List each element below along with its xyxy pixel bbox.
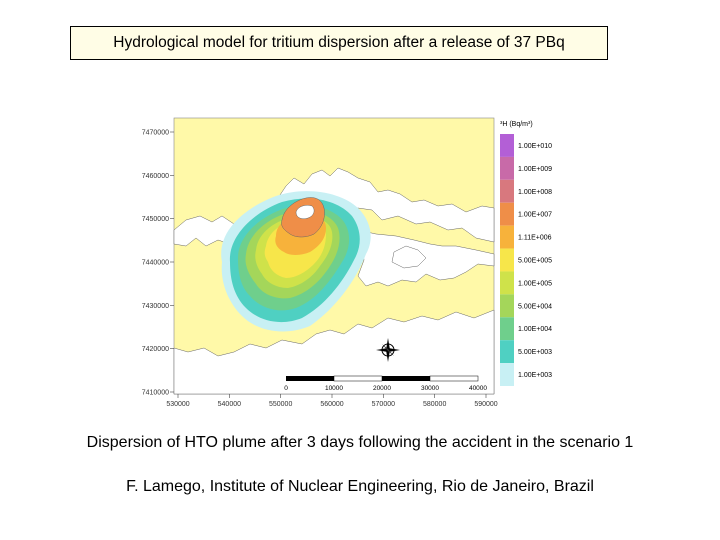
legend-swatch — [500, 317, 514, 341]
x-tick-label: 560000 — [320, 401, 343, 408]
map-legend: 1.00E+010 1.00E+009 1.00E+008 1.00E+007 1.11… — [500, 134, 552, 386]
legend-label: 1.00E+010 — [518, 143, 552, 150]
caption-line-2: F. Lamego, Institute of Nuclear Engineer… — [126, 478, 594, 495]
legend-swatch — [500, 363, 514, 386]
plume-contours — [221, 191, 371, 332]
y-axis-ticks: 7470000 7460000 7450000 7440000 7430000 74200… — [142, 130, 174, 397]
y-tick-label: 7430000 — [142, 303, 169, 310]
legend-label: 1.00E+008 — [518, 189, 552, 196]
legend-swatch — [500, 202, 514, 226]
land-island — [391, 245, 427, 269]
legend-label: 5.00E+003 — [518, 349, 552, 356]
x-tick-label: 580000 — [423, 401, 446, 408]
x-tick-label: 540000 — [218, 401, 241, 408]
legend-swatch — [500, 134, 514, 157]
legend-label: 1.00E+005 — [518, 280, 552, 287]
x-tick-label: 550000 — [269, 401, 292, 408]
legend-swatch — [500, 294, 514, 318]
scale-label: 30000 — [421, 385, 439, 392]
legend-swatch — [500, 271, 514, 295]
scale-labels: 0 10000 20000 30000 40000 — [284, 385, 487, 392]
y-tick-label: 7460000 — [142, 173, 169, 180]
scale-label: 20000 — [373, 385, 391, 392]
legend-label: 1.11E+006 — [518, 235, 552, 242]
legend-label: 1.00E+007 — [518, 212, 552, 219]
scale-label: 10000 — [325, 385, 343, 392]
legend-label: 1.00E+009 — [518, 166, 552, 173]
dispersion-map-figure: 0 10000 20000 30000 40000 7470000 7460000 7450… — [126, 112, 566, 412]
land-south — [173, 309, 495, 395]
caption-line-1: Dispersion of HTO plume after 3 days fol… — [86, 434, 634, 451]
x-tick-label: 590000 — [474, 401, 497, 408]
y-tick-label: 7410000 — [142, 390, 169, 397]
y-tick-label: 7440000 — [142, 260, 169, 267]
x-tick-label: 530000 — [166, 401, 189, 408]
legend-label: 1.00E+004 — [518, 326, 552, 333]
legend-swatch — [500, 248, 514, 272]
x-axis-ticks: 530000 540000 550000 560000 570000 580000 5900… — [166, 394, 498, 408]
legend-title: ³H (Bq/m³) — [500, 121, 533, 128]
scale-label: 0 — [284, 385, 288, 392]
release-island — [295, 205, 315, 219]
y-tick-label: 7420000 — [142, 346, 169, 353]
scale-bar — [286, 375, 479, 382]
legend-label: 5.00E+004 — [518, 303, 552, 310]
legend-swatch — [500, 340, 514, 364]
dispersion-map: 0 10000 20000 30000 40000 7470000 7460000 7450… — [142, 117, 552, 408]
compass-rose-icon — [376, 338, 400, 362]
legend-label: 5.00E+005 — [518, 258, 552, 265]
legend-swatch — [500, 225, 514, 249]
x-tick-label: 570000 — [372, 401, 395, 408]
legend-label: 1.00E+003 — [518, 372, 552, 379]
y-tick-label: 7450000 — [142, 216, 169, 223]
legend-swatch — [500, 179, 514, 203]
legend-swatch — [500, 156, 514, 180]
scale-label: 40000 — [469, 385, 487, 392]
slide-title: Hydrological model for tritium dispersio… — [70, 26, 608, 60]
y-tick-label: 7470000 — [142, 130, 169, 137]
slide-title-text: Hydrological model for tritium dispersio… — [113, 34, 565, 51]
